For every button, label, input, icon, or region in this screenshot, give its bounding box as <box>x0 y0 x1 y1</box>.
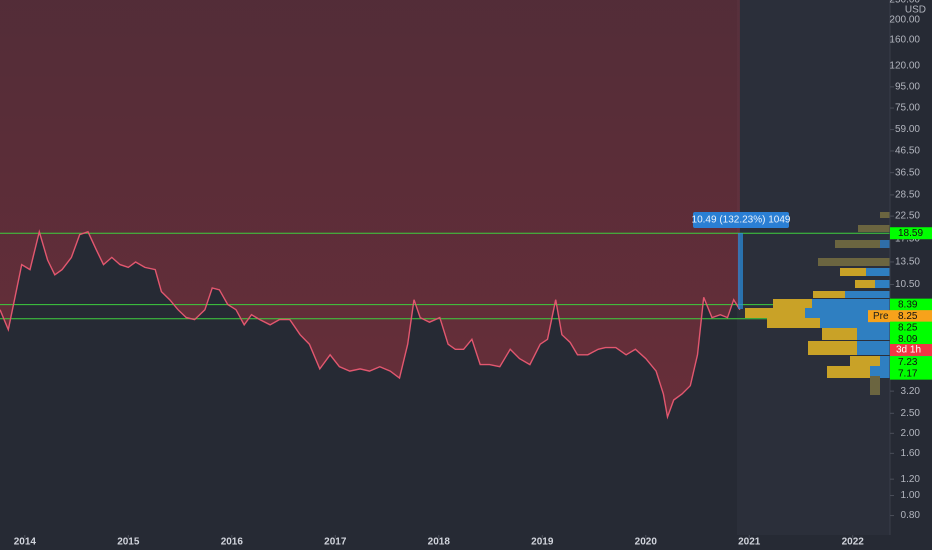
price-label-text: 18.59 <box>898 228 923 239</box>
y-tick-label: 36.50 <box>895 167 920 178</box>
x-tick-label: 2014 <box>14 537 37 548</box>
x-tick-label: 2020 <box>635 537 658 548</box>
price-label-box <box>890 367 932 380</box>
y-tick-label: 200.00 <box>889 15 920 26</box>
price-label: Pre 8.25 <box>868 310 932 323</box>
price-label-box <box>868 310 932 323</box>
x-tick-label: 2017 <box>324 537 347 548</box>
price-label-text: 7.17 <box>898 368 918 379</box>
y-tick-label: 95.00 <box>895 81 920 92</box>
y-tick-label: 2.50 <box>901 408 921 419</box>
y-tick-label: 10.50 <box>895 279 920 290</box>
area-fill <box>0 0 740 417</box>
price-label-box <box>890 356 932 369</box>
y-tick-label: 13.50 <box>895 257 920 268</box>
price-label: 18.59 <box>890 227 932 240</box>
y-tick-label: 120.00 <box>889 61 920 72</box>
x-tick-label: 2019 <box>531 537 554 548</box>
y-tick-label: 3.20 <box>901 386 921 397</box>
price-label-box <box>890 298 932 311</box>
price-label: 8.09 <box>890 333 932 346</box>
x-tick-label: 2015 <box>117 537 140 548</box>
price-label: 7.17 <box>890 367 932 380</box>
price-label-text: 7.23 <box>898 357 918 368</box>
measure-label: 10.49 (132.23%) 1049 <box>692 215 791 226</box>
y-tick-label: 160.00 <box>889 35 920 46</box>
price-label: 8.39 <box>890 298 932 311</box>
price-label: 7.23 <box>890 356 932 369</box>
price-label-text: 8.25 <box>898 311 918 322</box>
price-label: 8.25 <box>890 321 932 334</box>
price-label-text: 8.09 <box>898 334 918 345</box>
price-line <box>0 229 741 420</box>
volume-profile <box>745 212 890 395</box>
y-tick-label: 2.00 <box>901 428 921 439</box>
x-tick-label: 2018 <box>428 537 451 548</box>
price-axis <box>890 0 932 550</box>
x-tick-label: 2022 <box>842 537 865 548</box>
y-tick-label: 1.00 <box>901 490 921 501</box>
currency-label: USD <box>905 5 926 16</box>
y-tick-label: 1.60 <box>901 448 921 459</box>
y-tick-label: 75.00 <box>895 103 920 114</box>
countdown: 3d 1h <box>896 345 921 356</box>
price-label-text: 8.25 <box>898 322 918 333</box>
y-tick-label: 0.80 <box>901 510 921 521</box>
future-zone <box>737 0 890 535</box>
y-tick-label: 1.20 <box>901 474 921 485</box>
y-tick-label: 250.00 <box>889 0 920 6</box>
y-tick-label: 46.50 <box>895 146 920 157</box>
y-tick-label: 22.50 <box>895 211 920 222</box>
price-label-box <box>890 321 932 334</box>
price-label-box <box>890 227 932 240</box>
y-tick-label: 59.00 <box>895 124 920 135</box>
price-label-box <box>890 333 932 346</box>
x-tick-label: 2021 <box>738 537 761 548</box>
measure-tool: 10.49 (132.23%) 1049 <box>692 212 791 309</box>
price-label-prefix: Pre <box>873 311 889 322</box>
countdown-box <box>890 344 932 356</box>
x-tick-label: 2016 <box>221 537 244 548</box>
y-tick-label: 28.50 <box>895 190 920 201</box>
price-label-text: 8.39 <box>898 299 918 310</box>
